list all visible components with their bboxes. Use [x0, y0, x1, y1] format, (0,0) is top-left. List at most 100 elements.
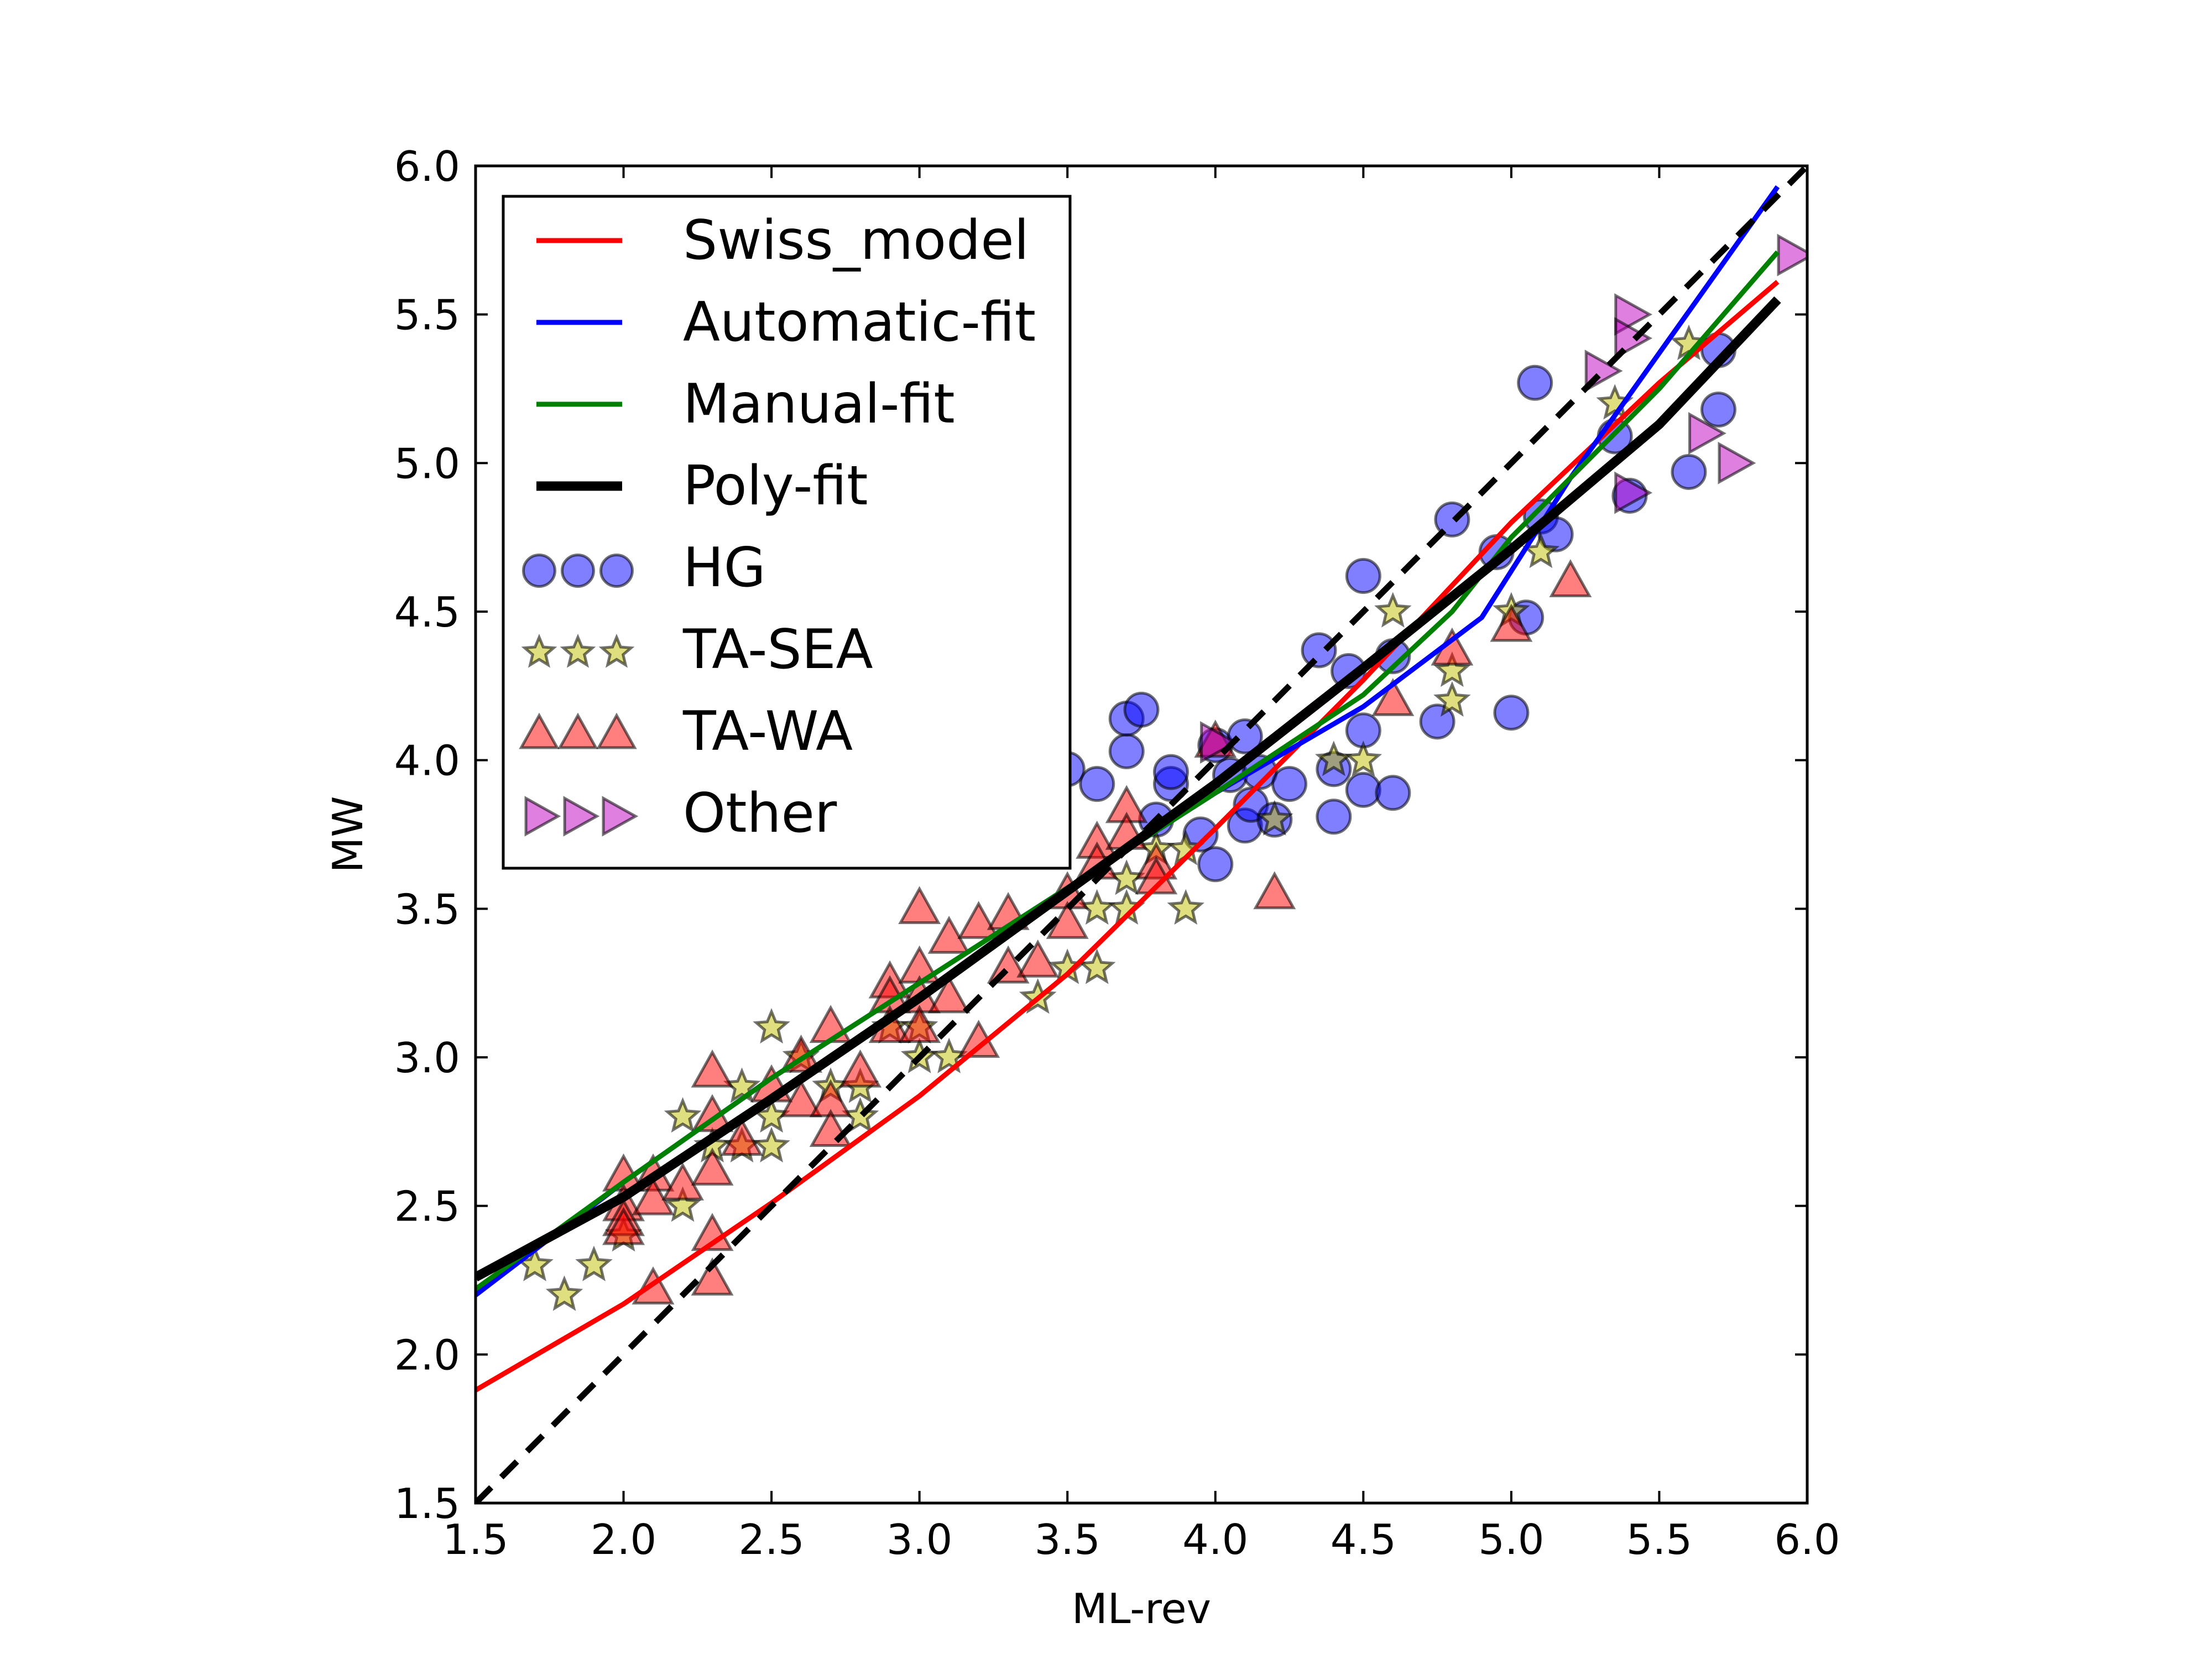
- ta-sea-point: [1078, 948, 1116, 984]
- hg-point: [1123, 691, 1160, 728]
- legend-label: Swiss_model: [683, 209, 1029, 272]
- hg-point: [1493, 695, 1530, 731]
- ta-wa-point: [780, 1079, 823, 1118]
- y-tick-label: 3.0: [394, 1034, 460, 1082]
- y-axis-label: MW: [324, 796, 372, 873]
- ta-wa-point: [1253, 871, 1296, 910]
- y-tick-label: 1.5: [394, 1479, 460, 1528]
- legend-swatch: [596, 712, 637, 749]
- legend-box: [502, 195, 1072, 870]
- ta-sea-point: [753, 1126, 790, 1162]
- legend-entry-poly-fit: Poly-fit: [536, 455, 868, 518]
- ta-wa-point: [691, 1213, 734, 1251]
- ta-sea-point: [545, 1275, 583, 1311]
- legend-swatch: [560, 634, 596, 668]
- y-tick-label: 3.5: [394, 885, 460, 933]
- x-tick-label: 1.5: [442, 1515, 508, 1564]
- x-tick-label: 2.5: [738, 1515, 804, 1564]
- axis-ticks: 1.5 2.0 2.5 3.0 3.5 4.0 4.5 5.0 5.5 6.0 1.5 2.0 2.5 3…: [394, 142, 1840, 1564]
- legend: Swiss_model Automatic-fit Manual-fit Poly-f…: [502, 195, 1072, 870]
- ta-wa-point: [1549, 559, 1592, 597]
- ta-wa-point: [927, 915, 971, 954]
- y-tick-label: 4.0: [394, 737, 460, 785]
- ta-sea-point: [1374, 592, 1412, 628]
- x-tick-label: 4.0: [1182, 1515, 1248, 1564]
- plot-data: [476, 166, 1807, 1503]
- line-reference: [476, 166, 1807, 1503]
- legend-label: HG: [683, 536, 766, 599]
- legend-label: TA-SEA: [682, 618, 873, 681]
- other-point: [1614, 471, 1653, 514]
- ta-wa-point: [691, 1147, 734, 1186]
- legend-swatch: [602, 796, 639, 837]
- ta-wa-point: [721, 1118, 764, 1156]
- hg-point: [1345, 558, 1381, 594]
- legend-entry-swiss-model: Swiss_model: [536, 209, 1029, 272]
- ta-wa-point: [661, 1162, 705, 1201]
- legend-entry-automatic-fit: Automatic-fit: [536, 291, 1036, 354]
- y-tick-label: 2.0: [394, 1331, 460, 1379]
- ta-sea-point: [1433, 651, 1471, 687]
- legend-swatch: [519, 712, 560, 749]
- series-hg: [1049, 332, 1736, 883]
- ta-wa-point: [1490, 603, 1533, 642]
- legend-label: Poly-fit: [683, 455, 868, 518]
- y-tick-label: 2.5: [394, 1182, 460, 1231]
- ta-wa-point: [957, 901, 1000, 939]
- y-tick-label: 5.5: [394, 291, 460, 340]
- ta-wa-point: [602, 1207, 645, 1245]
- hg-point: [1375, 775, 1411, 811]
- ta-sea-point: [664, 1097, 702, 1133]
- legend-swatch: [561, 554, 595, 588]
- other-point: [1614, 317, 1653, 360]
- legend-entry-manual-fit: Manual-fit: [536, 373, 955, 436]
- legend-label: Automatic-fit: [683, 291, 1036, 354]
- line-swiss-model: [476, 280, 1780, 1392]
- legend-swatch: [524, 796, 561, 837]
- other-point: [1200, 721, 1238, 764]
- legend-label: Manual-fit: [683, 373, 955, 436]
- hg-point: [1301, 632, 1337, 669]
- ta-wa-point: [839, 1049, 882, 1088]
- hg-point: [1227, 718, 1263, 755]
- hg-point: [1153, 754, 1190, 790]
- y-tick-label: 4.5: [394, 588, 460, 637]
- y-tick-label: 5.0: [394, 439, 460, 488]
- hg-point: [1108, 733, 1145, 770]
- legend-swatch: [557, 712, 598, 749]
- legend-entry-ta-sea: TA-SEA: [521, 618, 873, 681]
- hg-point: [1316, 799, 1352, 835]
- other-point: [1688, 412, 1726, 455]
- legend-swatch: [522, 554, 556, 588]
- x-tick-label: 4.5: [1331, 1515, 1396, 1564]
- hg-point: [1079, 766, 1115, 802]
- legend-entry-hg: HG: [522, 536, 766, 599]
- ta-sea-point: [1167, 889, 1204, 925]
- line-poly-fit: [476, 296, 1781, 1282]
- legend-entry-other: Other: [524, 782, 837, 845]
- ta-sea-point: [753, 1008, 790, 1044]
- ta-sea-point: [575, 1245, 613, 1281]
- legend-label: Other: [683, 782, 837, 845]
- ta-sea-point: [664, 1186, 702, 1222]
- ta-sea-point: [1315, 740, 1353, 776]
- ta-wa-point: [898, 1005, 941, 1043]
- hg-point: [1271, 766, 1308, 802]
- line-manual-fit: [476, 250, 1780, 1291]
- legend-swatch: [599, 554, 634, 588]
- ta-wa-point: [1016, 939, 1060, 978]
- x-tick-label: 5.0: [1478, 1515, 1544, 1564]
- x-tick-label: 3.5: [1035, 1515, 1100, 1564]
- x-axis-label: ML-rev: [1072, 1584, 1211, 1633]
- series-other: [1200, 233, 1807, 764]
- ta-wa-point: [809, 1005, 852, 1043]
- other-point: [1718, 441, 1756, 484]
- legend-swatch: [598, 634, 635, 668]
- ta-wa-point: [691, 1257, 734, 1296]
- y-tick-label: 6.0: [394, 142, 460, 191]
- hg-point: [1700, 392, 1736, 428]
- x-tick-label: 2.0: [591, 1515, 656, 1564]
- hg-point: [1197, 846, 1234, 883]
- ta-wa-point: [927, 975, 971, 1014]
